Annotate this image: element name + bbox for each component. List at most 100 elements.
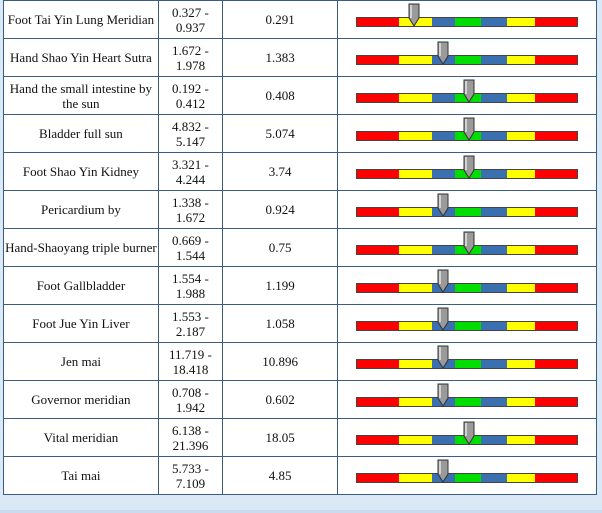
measured-value: 1.058 [222, 304, 339, 343]
gauge-segment-yellow [399, 169, 433, 178]
table-row: Hand the small intestine by the sun 0.192… [3, 76, 597, 115]
gauge-pointer-icon [408, 3, 420, 27]
gauge-pointer-icon [437, 41, 449, 65]
gauge-pointer-icon [437, 345, 449, 369]
range-low: 1.338 - [172, 194, 209, 210]
gauge-segment-red [535, 245, 578, 254]
table-row: Governor meridian 0.708 -1.942 0.602 [3, 380, 597, 419]
gauge-segment-red [357, 321, 400, 330]
level-gauge [337, 456, 597, 495]
table-row: Hand Shao Yin Heart Sutra 1.672 -1.978 1.3… [3, 38, 597, 77]
level-gauge [337, 38, 597, 77]
range-high: 1.942 [175, 399, 206, 415]
range-low: 1.553 - [172, 308, 209, 324]
gauge-segment-red [357, 131, 400, 140]
gauge-segment-red [535, 131, 578, 140]
gauge-segment-green [455, 359, 482, 368]
reference-range: 1.672 -1.978 [157, 38, 224, 77]
meridian-results-table: Foot Tai Yin Lung Meridian 0.327 -0.937 0.… [3, 0, 597, 495]
gauge-pointer-icon [437, 383, 449, 407]
range-high: 0.412 [175, 95, 206, 111]
level-gauge [337, 114, 597, 153]
range-high: 2.187 [175, 323, 206, 339]
gauge-bar [356, 472, 579, 483]
reference-range: 11.719 -18.418 [157, 342, 224, 381]
table-row: Vital meridian 6.138 -21.396 18.05 [3, 418, 597, 457]
gauge-segment-green [455, 283, 482, 292]
range-high: 7.109 [175, 475, 206, 491]
gauge-segment-blue [481, 283, 508, 292]
gauge-segment-blue [481, 207, 508, 216]
range-low: 0.192 - [172, 80, 209, 96]
gauge-segment-yellow [399, 207, 433, 216]
meridian-name: Foot Shao Yin Kidney [3, 152, 159, 191]
gauge-segment-blue [432, 131, 456, 140]
gauge-box [356, 269, 579, 303]
table-row: Pericardium by 1.338 -1.672 0.924 [3, 190, 597, 229]
table-row: Bladder full sun 4.832 -5.147 5.074 [3, 114, 597, 153]
gauge-segment-yellow [507, 93, 536, 102]
gauge-segment-red [357, 245, 400, 254]
level-gauge [337, 266, 597, 305]
range-low: 11.719 - [169, 346, 212, 362]
level-gauge [337, 152, 597, 191]
gauge-segment-blue [481, 93, 508, 102]
gauge-segment-green [455, 207, 482, 216]
gauge-pointer-icon [463, 231, 475, 255]
gauge-segment-yellow [507, 55, 536, 64]
gauge-segment-red [357, 473, 400, 482]
table-body: Foot Tai Yin Lung Meridian 0.327 -0.937 0.… [3, 0, 597, 495]
range-low: 6.138 - [172, 422, 209, 438]
gauge-box [356, 307, 579, 341]
gauge-box [356, 383, 579, 417]
gauge-segment-yellow [399, 397, 433, 406]
gauge-segment-red [357, 169, 400, 178]
range-high: 1.978 [175, 57, 206, 73]
range-high: 4.244 [175, 171, 206, 187]
gauge-segment-yellow [399, 283, 433, 292]
gauge-segment-blue [432, 245, 456, 254]
level-gauge [337, 342, 597, 381]
reference-range: 6.138 -21.396 [157, 418, 224, 457]
gauge-segment-yellow [399, 55, 433, 64]
reference-range: 1.338 -1.672 [157, 190, 224, 229]
gauge-segment-blue [432, 17, 456, 26]
gauge-box [356, 155, 579, 189]
gauge-segment-red [535, 321, 578, 330]
gauge-segment-yellow [507, 397, 536, 406]
gauge-segment-yellow [399, 359, 433, 368]
table-row: Foot Tai Yin Lung Meridian 0.327 -0.937 0.… [3, 0, 597, 39]
gauge-segment-green [455, 397, 482, 406]
gauge-segment-red [357, 93, 400, 102]
range-high: 1.544 [175, 247, 206, 263]
gauge-bar [356, 396, 579, 407]
gauge-box [356, 345, 579, 379]
gauge-pointer-icon [437, 193, 449, 217]
gauge-segment-blue [481, 359, 508, 368]
gauge-bar [356, 206, 579, 217]
measured-value: 0.924 [222, 190, 339, 229]
reference-range: 1.553 -2.187 [157, 304, 224, 343]
gauge-segment-red [357, 359, 400, 368]
gauge-segment-yellow [399, 93, 433, 102]
gauge-box [356, 41, 579, 75]
meridian-name: Jen mai [3, 342, 159, 381]
gauge-box [356, 421, 579, 455]
table-row: Jen mai 11.719 -18.418 10.896 [3, 342, 597, 381]
gauge-bar [356, 320, 579, 331]
gauge-segment-red [535, 17, 578, 26]
gauge-bar [356, 16, 579, 27]
table-row: Foot Jue Yin Liver 1.553 -2.187 1.058 [3, 304, 597, 343]
gauge-segment-blue [481, 55, 508, 64]
gauge-segment-blue [481, 473, 508, 482]
gauge-segment-red [535, 207, 578, 216]
gauge-segment-red [535, 435, 578, 444]
range-low: 1.672 - [172, 42, 209, 58]
gauge-pointer-icon [437, 307, 449, 331]
measured-value: 1.199 [222, 266, 339, 305]
gauge-segment-green [455, 55, 482, 64]
gauge-pointer-icon [463, 155, 475, 179]
gauge-pointer-icon [463, 79, 475, 103]
gauge-segment-green [455, 321, 482, 330]
table-row: Hand-Shaoyang triple burner 0.669 -1.544 0… [3, 228, 597, 267]
